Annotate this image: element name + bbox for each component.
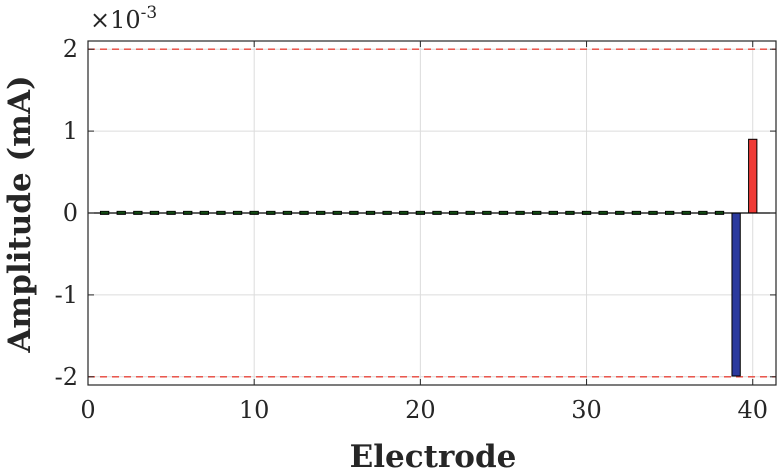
x-tick-label: 0 <box>80 396 95 424</box>
y-exponent-label: ×10-3 <box>90 3 157 34</box>
x-axis-title: Electrode <box>350 439 517 473</box>
limit-lines <box>88 48 776 378</box>
x-tick-label: 10 <box>239 396 270 424</box>
bar-electrode-40 <box>748 138 758 214</box>
bar-electrode-39 <box>731 212 741 377</box>
y-tick-label: -1 <box>55 281 78 309</box>
y-tick-label: 1 <box>63 117 78 145</box>
y-tick-label: 0 <box>63 199 78 227</box>
y-axis-title: Amplitude (mA) <box>2 75 38 353</box>
axis-ticks: 0 10 20 30 40 -2 -1 0 1 2 <box>55 35 776 424</box>
x-tick-label: 30 <box>571 396 602 424</box>
bars <box>99 138 758 377</box>
x-tick-label: 20 <box>405 396 436 424</box>
y-tick-label: 2 <box>63 35 78 63</box>
x-tick-label: 40 <box>737 396 768 424</box>
y-tick-label: -2 <box>55 363 78 391</box>
